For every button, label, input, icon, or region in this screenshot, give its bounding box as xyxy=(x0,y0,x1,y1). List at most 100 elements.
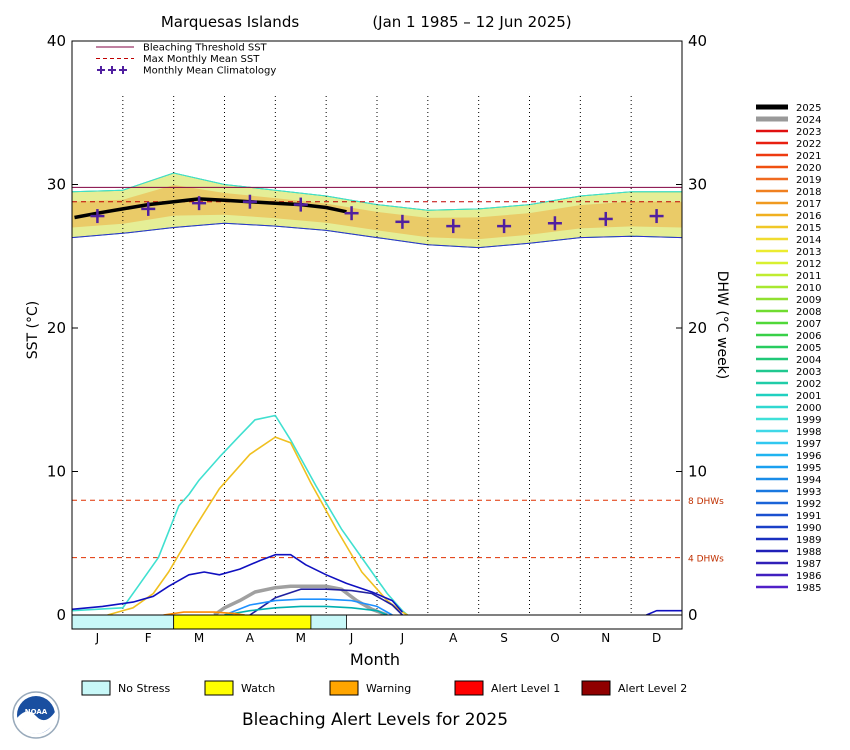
month-label: M xyxy=(194,631,204,645)
climatology-marker xyxy=(446,219,461,234)
climatology-marker xyxy=(344,206,359,221)
alert-bar-2025 xyxy=(71,614,682,630)
year-label: 2006 xyxy=(796,331,821,342)
alert-legend-swatch xyxy=(454,680,484,696)
dhw-series-line xyxy=(71,553,404,613)
year-label: 1989 xyxy=(796,535,821,546)
dhw-series-line xyxy=(71,414,409,616)
year-label: 1994 xyxy=(796,475,821,486)
y-tick-label-left: 30 xyxy=(47,176,66,194)
year-label: 2004 xyxy=(796,355,821,366)
climatology-marker xyxy=(547,216,562,231)
year-label: 1986 xyxy=(796,571,821,582)
sst-envelope-lower xyxy=(71,222,683,249)
alert-legend-swatch xyxy=(329,680,359,696)
y-tick-label-left: 10 xyxy=(47,463,66,481)
alert-legend-label: Watch xyxy=(241,682,275,695)
y-tick-label-left: 20 xyxy=(47,319,66,337)
climatology-marker xyxy=(598,211,613,226)
month-label: J xyxy=(400,631,405,645)
alert-legend-swatch xyxy=(204,680,234,696)
dhw-level-label: 4 DHWs xyxy=(688,555,724,565)
chart-period: (Jan 1 1985 – 12 Jun 2025) xyxy=(372,13,571,31)
year-label: 2009 xyxy=(796,295,821,306)
year-label: 1991 xyxy=(796,511,821,522)
y-tick-label-left: 40 xyxy=(47,32,66,50)
month-label: O xyxy=(550,631,559,645)
month-label: F xyxy=(145,631,152,645)
year-label: 2017 xyxy=(796,199,821,210)
year-label: 2003 xyxy=(796,367,821,378)
legend-label: Bleaching Threshold SST xyxy=(143,43,268,54)
year-label: 1997 xyxy=(796,439,821,450)
chart-title: Marquesas Islands xyxy=(161,13,300,31)
y-tick-label-right: 40 xyxy=(688,32,707,50)
year-label: 2022 xyxy=(796,139,821,150)
alert-bar-segment xyxy=(71,614,175,630)
dhw-series-line xyxy=(646,609,682,616)
month-label: D xyxy=(652,631,661,645)
y-tick-label-right: 0 xyxy=(688,606,698,624)
month-label: S xyxy=(500,631,508,645)
dhw-series-line xyxy=(224,605,388,616)
climatology-marker xyxy=(192,196,207,211)
y-tick-label-left: 0 xyxy=(56,606,66,624)
year-label: 1992 xyxy=(796,499,821,510)
alert-bar-segment xyxy=(310,614,347,630)
climatology-marker xyxy=(649,209,664,224)
dhw-series-line xyxy=(224,598,393,616)
year-label: 2012 xyxy=(796,259,821,270)
year-label: 1988 xyxy=(796,547,821,558)
year-label: 2014 xyxy=(796,235,821,246)
bottom-title: Bleaching Alert Levels for 2025 xyxy=(242,710,508,730)
year-label: 2007 xyxy=(796,319,821,330)
month-label: M xyxy=(296,631,306,645)
year-label: 1998 xyxy=(796,427,821,438)
dhw-level-label: 8 DHWs xyxy=(688,497,724,507)
legend-label: Monthly Mean Climatology xyxy=(143,66,276,77)
year-label: 2016 xyxy=(796,211,821,222)
y-axis-left-label: SST (°C) xyxy=(25,301,41,359)
year-label: 1990 xyxy=(796,523,821,534)
noaa-logo: NOAA xyxy=(12,691,60,739)
year-label: 2005 xyxy=(796,343,821,354)
year-label: 2015 xyxy=(796,223,821,234)
y-ticks-right: 0 10 20 30 40 xyxy=(676,32,707,624)
month-label: J xyxy=(95,631,100,645)
month-label: J xyxy=(349,631,354,645)
year-label: 2013 xyxy=(796,247,821,258)
year-label: 2001 xyxy=(796,391,821,402)
year-label: 2002 xyxy=(796,379,821,390)
noaa-logo-text: NOAA xyxy=(25,708,48,716)
month-label: A xyxy=(449,631,458,645)
alert-legend-label: Alert Level 2 xyxy=(618,682,687,695)
climatology-marker xyxy=(497,219,512,234)
year-label: 1985 xyxy=(796,583,821,594)
year-label: 2011 xyxy=(796,271,821,282)
year-label: 2025 xyxy=(796,103,821,114)
month-grid xyxy=(122,96,632,615)
y-axis-right-label: DHW (°C week) xyxy=(714,271,730,380)
year-label: 1995 xyxy=(796,463,821,474)
alert-legend-label: Warning xyxy=(366,682,411,695)
year-label: 2021 xyxy=(796,151,821,162)
dhw-series-line xyxy=(107,436,408,616)
alert-legend-label: Alert Level 1 xyxy=(491,682,560,695)
dhw-series-line xyxy=(163,611,245,616)
year-label: 2024 xyxy=(796,115,821,126)
alert-legend-label: No Stress xyxy=(118,682,171,695)
alert-legend-swatch xyxy=(581,680,611,696)
climatology-marker xyxy=(90,209,105,224)
alert-legend-swatch xyxy=(81,680,111,696)
year-legend: 2025202420232022202120202019201820172016… xyxy=(756,103,821,594)
plot-frame xyxy=(71,40,683,630)
climatology-marker xyxy=(141,201,156,216)
month-label: A xyxy=(246,631,255,645)
plot-area xyxy=(72,41,682,629)
dhw-lines xyxy=(71,414,682,617)
y-tick-label-right: 10 xyxy=(688,463,707,481)
legend-label: Max Monthly Mean SST xyxy=(143,54,260,65)
y-tick-label-right: 30 xyxy=(688,176,707,194)
